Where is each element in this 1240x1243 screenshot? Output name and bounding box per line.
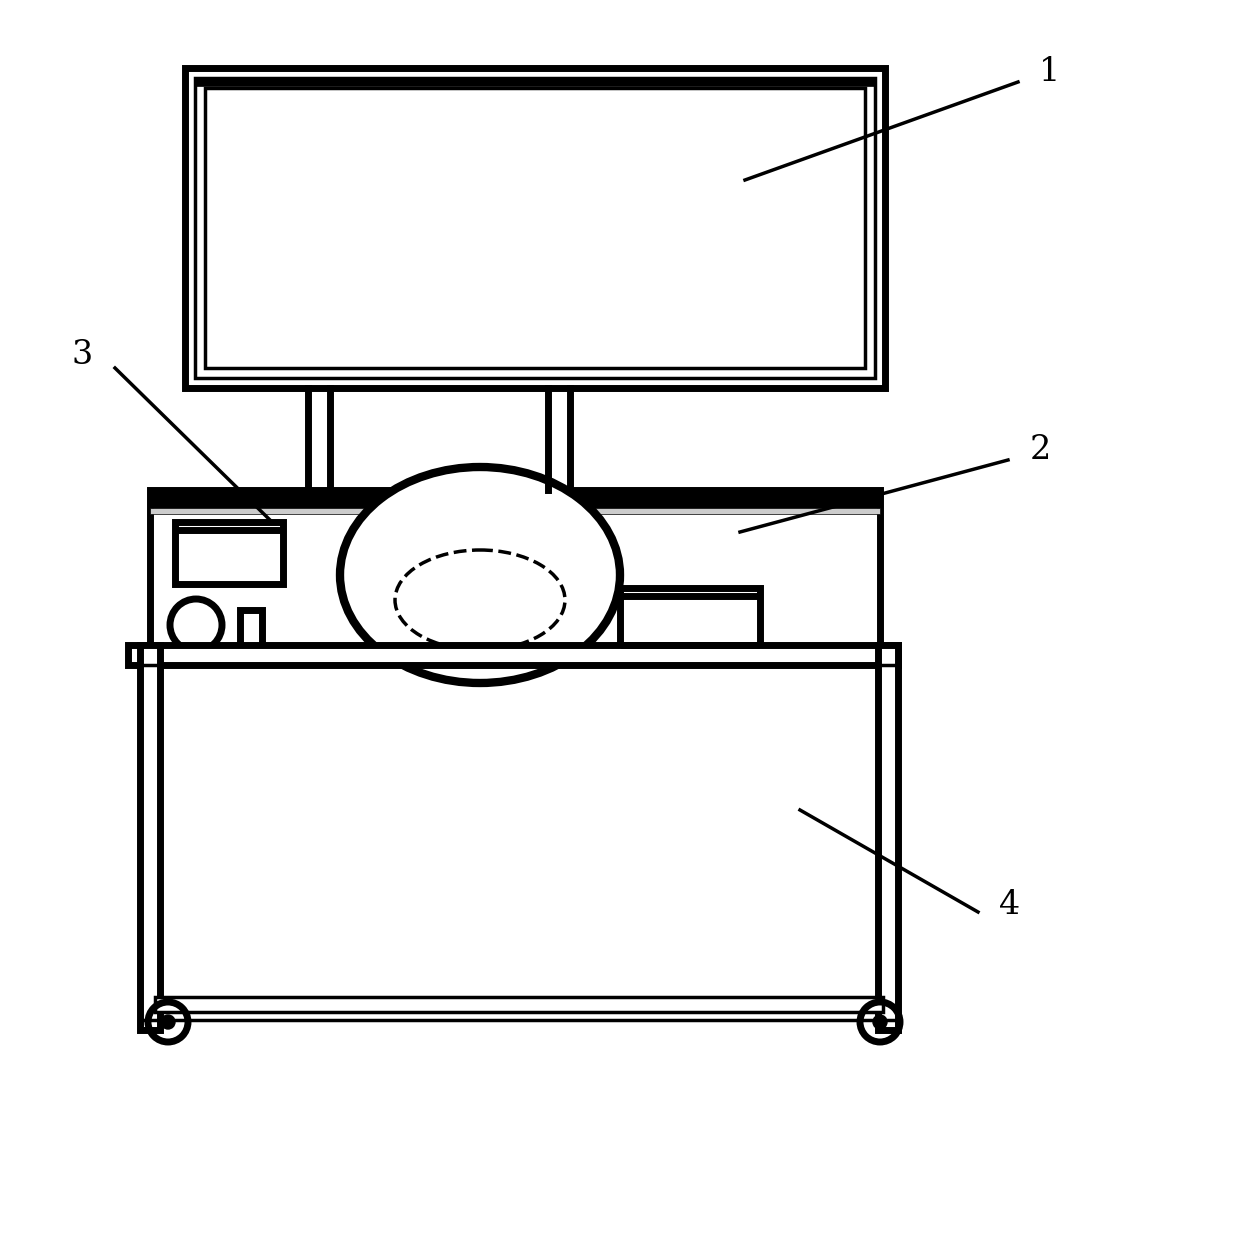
Bar — [195, 78, 875, 86]
Circle shape — [873, 1016, 887, 1029]
Text: 3: 3 — [72, 339, 93, 370]
Bar — [150, 490, 880, 508]
Text: 1: 1 — [1039, 56, 1060, 88]
Text: 4: 4 — [999, 889, 1021, 921]
Bar — [175, 522, 283, 584]
Bar — [241, 610, 262, 655]
Bar — [155, 997, 883, 1012]
Bar — [140, 665, 898, 1021]
Bar — [150, 508, 880, 515]
Bar — [128, 645, 898, 665]
Text: 2: 2 — [1029, 434, 1050, 466]
Circle shape — [161, 1016, 175, 1029]
Bar — [140, 645, 160, 1030]
Bar — [150, 643, 880, 655]
Bar — [620, 588, 760, 653]
Bar — [150, 490, 880, 655]
Bar — [878, 645, 898, 1030]
Bar — [195, 78, 875, 378]
Ellipse shape — [340, 467, 620, 682]
Bar — [205, 88, 866, 368]
Bar — [185, 68, 885, 388]
